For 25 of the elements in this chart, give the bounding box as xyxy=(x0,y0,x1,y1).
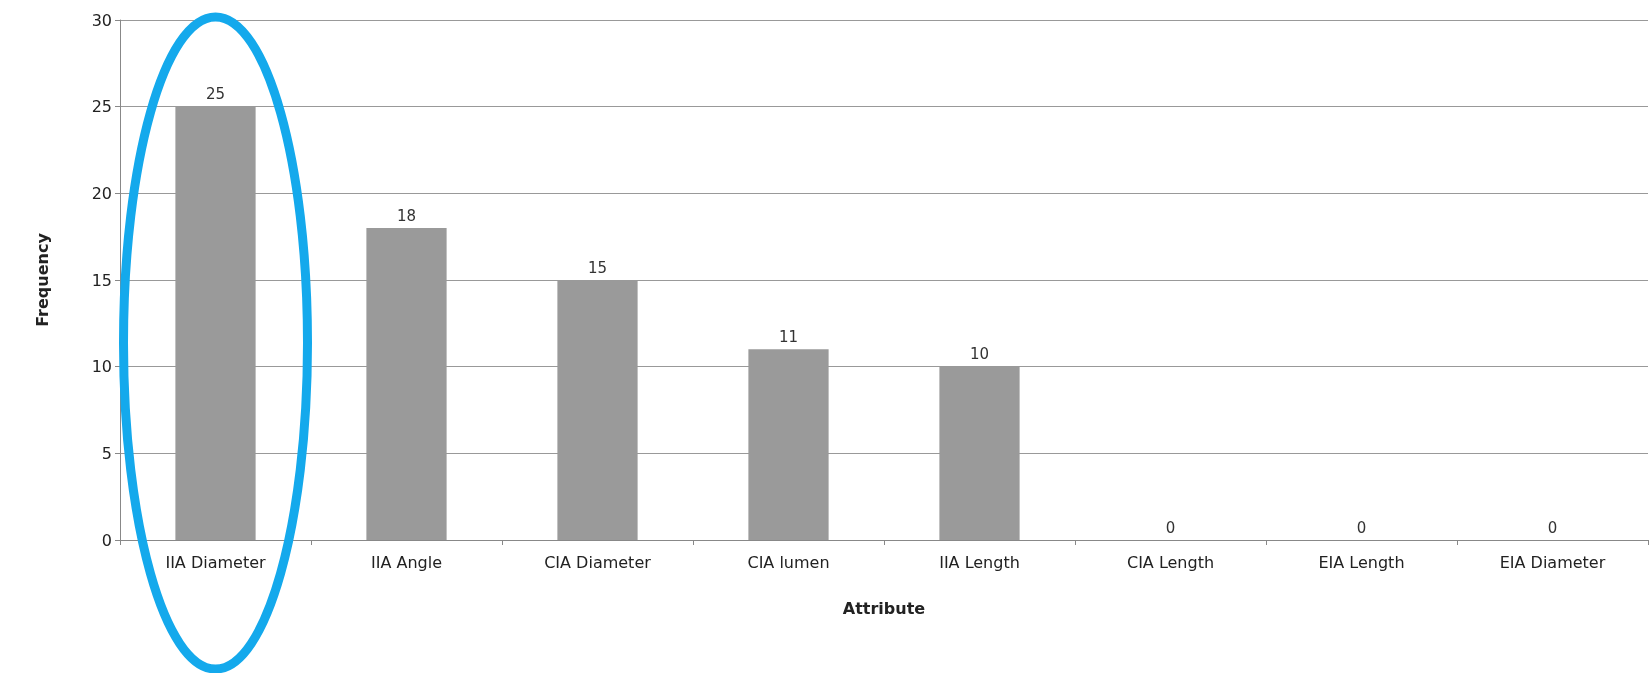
x-tick-label: IIA Length xyxy=(939,552,1020,572)
data-label: 11 xyxy=(778,327,799,346)
data-label: 18 xyxy=(396,206,417,225)
x-tick-label: EIA Diameter xyxy=(1499,552,1606,572)
data-label: 15 xyxy=(587,258,608,277)
x-tick-label: CIA Diameter xyxy=(544,552,652,572)
data-label: 0 xyxy=(1547,518,1558,537)
y-tick-label: 20 xyxy=(91,183,112,203)
y-tick-label: 15 xyxy=(91,270,112,290)
y-tick-label: 10 xyxy=(91,357,112,377)
data-label: 0 xyxy=(1165,518,1176,537)
data-label: 25 xyxy=(205,85,226,104)
x-tick-label: CIA lumen xyxy=(747,552,830,572)
x-tick-label: IIA Diameter xyxy=(165,552,266,572)
x-tick-label: CIA Length xyxy=(1126,552,1215,572)
y-tick-label: 0 xyxy=(101,530,112,550)
y-tick-label: 30 xyxy=(91,10,112,30)
x-tick-label: EIA Length xyxy=(1318,552,1405,572)
data-label: 0 xyxy=(1356,518,1367,537)
x-tick-label: IIA Angle xyxy=(371,552,442,572)
x-axis-title: Attribute xyxy=(842,598,926,618)
y-tick-label: 25 xyxy=(91,97,112,117)
y-axis-title: Frequency xyxy=(32,232,52,327)
y-tick-label: 5 xyxy=(101,443,112,463)
data-label: 10 xyxy=(969,345,990,364)
